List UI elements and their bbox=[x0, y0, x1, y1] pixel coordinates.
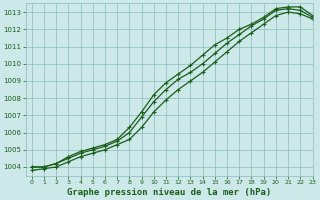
X-axis label: Graphe pression niveau de la mer (hPa): Graphe pression niveau de la mer (hPa) bbox=[67, 188, 271, 197]
